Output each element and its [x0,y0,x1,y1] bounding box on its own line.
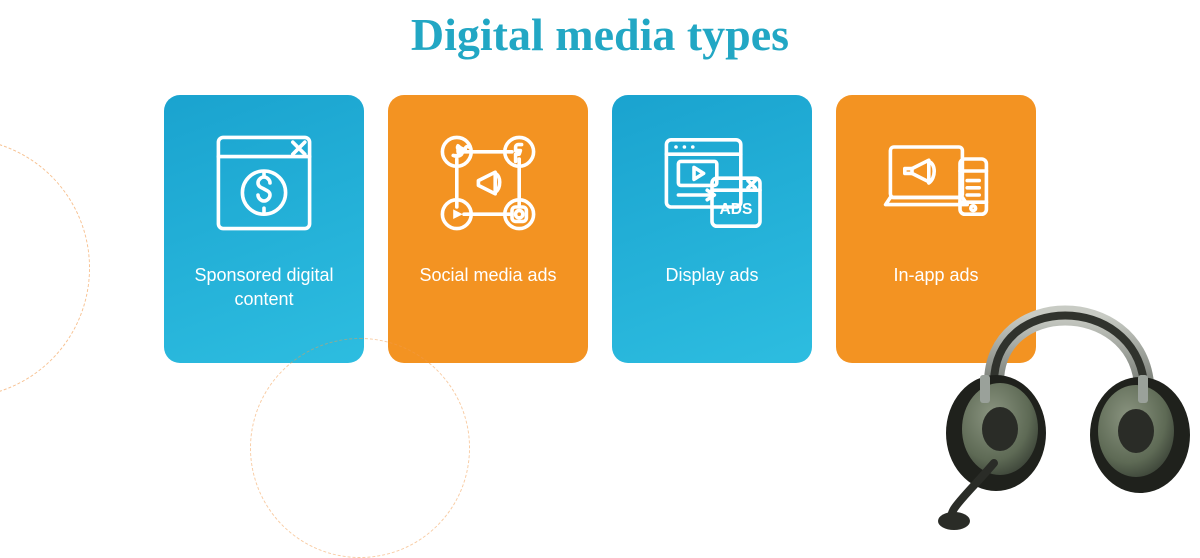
card-label: Display ads [651,263,772,287]
social-network-icon [428,123,548,243]
card-sponsored-digital-content: Sponsored digital content [164,95,364,363]
card-social-media-ads: Social media ads [388,95,588,363]
page-title: Digital media types [0,8,1200,61]
display-ads-icon: ADS [652,123,772,243]
decor-arc-mid [250,338,470,558]
svg-text:ADS: ADS [720,201,753,218]
card-label: Sponsored digital content [164,263,364,312]
card-display-ads: ADS Display ads [612,95,812,363]
card-in-app-ads: In-app ads [836,95,1036,363]
card-row: Sponsored digital content [0,95,1200,363]
in-app-ads-icon [876,123,996,243]
card-label: Social media ads [405,263,570,287]
card-label: In-app ads [879,263,992,287]
window-dollar-icon [204,123,324,243]
